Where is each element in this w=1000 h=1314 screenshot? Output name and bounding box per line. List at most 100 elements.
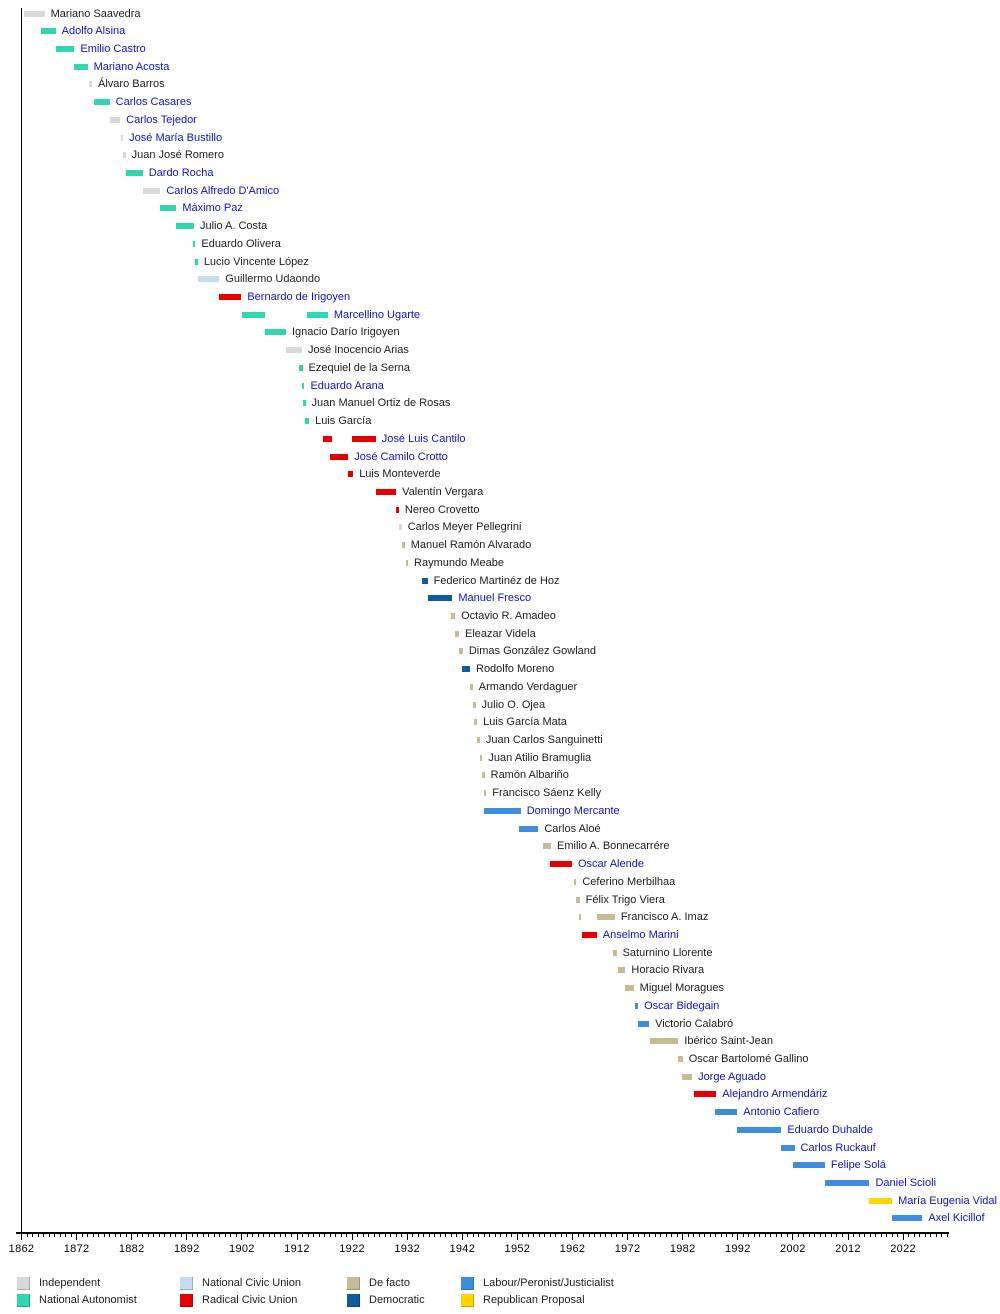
term-bar-carlos-aloe [519,825,539,832]
governor-name-oscar-bidegain[interactable]: Oscar Bidegain [644,999,720,1012]
term-bar-felipe-sola [793,1162,825,1169]
axis-minor-tick [346,1233,348,1237]
governor-name-emilio-castro[interactable]: Emilio Castro [80,42,146,55]
governor-name-jorge-aguado[interactable]: Jorge Aguado [698,1070,766,1083]
axis-year-label: 1872 [63,1243,90,1255]
governor-name-juan-manuel-ortiz-de-rosas: Juan Manuel Ortiz de Rosas [311,397,451,410]
axis-minor-tick [191,1233,193,1237]
axis-minor-tick [908,1233,910,1237]
governor-name-horacio-rivara: Horacio Rivara [631,964,705,977]
governor-name-adolfo-alsina[interactable]: Adolfo Alsina [61,25,126,38]
axis-minor-tick [687,1233,689,1237]
governor-name-domingo-mercante[interactable]: Domingo Mercante [526,804,620,817]
axis-minor-tick [632,1233,634,1237]
governor-name-julio-a-costa: Julio A. Costa [199,220,268,233]
governor-name-carlos-meyer-pellegrini: Carlos Meyer Pellegrini [407,521,522,534]
governor-name-carlos-ruckauf[interactable]: Carlos Ruckauf [800,1141,876,1154]
term-bar-jose-inocencio-arias [285,347,302,354]
axis-minor-tick [175,1233,177,1237]
axis-minor-tick [32,1233,34,1237]
axis-major-tick [627,1233,629,1240]
governor-name-bernardo-de-irigoyen[interactable]: Bernardo de Irigoyen [247,291,351,304]
governor-name-felipe-sola[interactable]: Felipe Solá [830,1159,886,1172]
axis-major-tick [296,1233,298,1240]
governor-name-carlos-alfredo-d-amico[interactable]: Carlos Alfredo D'Amico [166,184,280,197]
axis-minor-tick [841,1233,843,1237]
axis-minor-tick [450,1233,452,1237]
term-bar-luis-garcia-mata [474,719,478,726]
axis-major-tick [572,1233,573,1240]
axis-minor-tick [577,1233,579,1237]
governor-name-ceferino-merbilhaa: Ceferino Merbilhaa [582,875,676,888]
axis-minor-tick [412,1233,414,1237]
axis-minor-tick [109,1233,111,1237]
y-axis-line [20,8,23,1232]
term-bar-emilio-castro [55,45,75,52]
axis-minor-tick [120,1233,122,1237]
axis-minor-tick [494,1233,496,1237]
term-bar-bernardo-de-irigoyen [219,294,242,301]
term-bar-federico-martinez-de-hoz [421,577,428,584]
axis-minor-tick [505,1233,507,1237]
axis-minor-tick [544,1233,546,1237]
term-bar-rodolfo-moreno [462,666,470,673]
governor-name-daniel-scioli[interactable]: Daniel Scioli [875,1177,937,1190]
governor-name-carlos-tejedor[interactable]: Carlos Tejedor [126,113,197,126]
governor-name-dimas-gonzalez-gowland: Dimas González Gowland [468,645,597,658]
governor-name-jose-inocencio-arias: José Inocencio Arias [307,344,409,357]
axis-minor-tick [302,1233,303,1237]
term-bar-mariano-saavedra [24,10,45,17]
axis-minor-tick [566,1233,568,1237]
axis-minor-tick [913,1233,915,1237]
governor-name-marcellino-ugarte[interactable]: Marcellino Ugarte [333,308,421,321]
term-bar-oscar-bidegain [635,1002,639,1009]
term-bar-juan-carlos-sanguinetti [477,737,480,744]
governor-name-jose-maria-bustillo[interactable]: José María Bustillo [129,131,223,144]
axis-major-tick [902,1233,904,1240]
axis-minor-tick [825,1233,827,1237]
governor-name-manuel-fresco[interactable]: Manuel Fresco [458,592,532,605]
governor-name-mariano-acosta[interactable]: Mariano Acosta [93,60,170,73]
governor-name-eduardo-duhalde[interactable]: Eduardo Duhalde [787,1123,873,1136]
axis-minor-tick [208,1233,210,1237]
governor-name-jose-luis-cantilo[interactable]: José Luis Cantilo [381,432,466,445]
term-bar-juan-manuel-ortiz-de-rosas [303,400,306,407]
term-bar-mariano-acosta [74,63,88,70]
axis-minor-tick [621,1233,623,1237]
axis-minor-tick [830,1233,832,1237]
governor-name-dardo-rocha[interactable]: Dardo Rocha [148,166,214,179]
axis-year-label: 1922 [339,1243,365,1255]
governor-name-maria-eugenia-vidal[interactable]: María Eugenia Vidal [898,1194,997,1207]
governor-name-alejandro-armendariz[interactable]: Alejandro Armendáriz [722,1088,828,1101]
axis-minor-tick [665,1233,667,1237]
axis-minor-tick [610,1233,612,1237]
governor-name-francisco-a-imaz: Francisco A. Imaz [620,911,709,924]
axis-minor-tick [797,1233,799,1237]
term-bar-carlos-meyer-pellegrini [398,524,402,531]
governor-name-anselmo-marini[interactable]: Anselmo Marini [602,928,679,941]
governor-name-eduardo-arana[interactable]: Eduardo Arana [310,379,384,392]
axis-minor-tick [279,1233,281,1237]
axis-minor-tick [274,1233,276,1237]
governor-name-eduardo-olivera: Eduardo Olivera [201,237,281,250]
governor-name-maximo-paz[interactable]: Máximo Paz [182,202,243,215]
governor-name-antonio-cafiero[interactable]: Antonio Cafiero [743,1106,820,1119]
governor-name-oscar-alende[interactable]: Oscar Alende [577,858,644,871]
axis-minor-tick [853,1233,854,1237]
axis-major-tick [847,1233,849,1240]
term-bar-juan-atilio-bramuglia [479,754,483,761]
axis-minor-tick [764,1233,766,1237]
axis-minor-tick [147,1233,149,1237]
governor-name-axel-kicillof[interactable]: Axel Kicillof [928,1212,985,1225]
axis-major-tick [406,1233,408,1240]
axis-minor-tick [886,1233,888,1237]
governor-name-carlos-casares[interactable]: Carlos Casares [115,96,192,109]
axis-minor-tick [759,1233,761,1237]
axis-minor-tick [742,1233,744,1237]
axis-year-label: 1862 [8,1243,35,1255]
axis-minor-tick [257,1233,259,1237]
governor-name-juan-atilio-bramuglia: Juan Atilio Bramuglia [488,751,592,764]
governor-name-jose-camilo-crotto[interactable]: José Camilo Crotto [354,450,448,463]
term-bar-victorio-calabro [637,1020,650,1027]
axis-minor-tick [858,1233,860,1237]
